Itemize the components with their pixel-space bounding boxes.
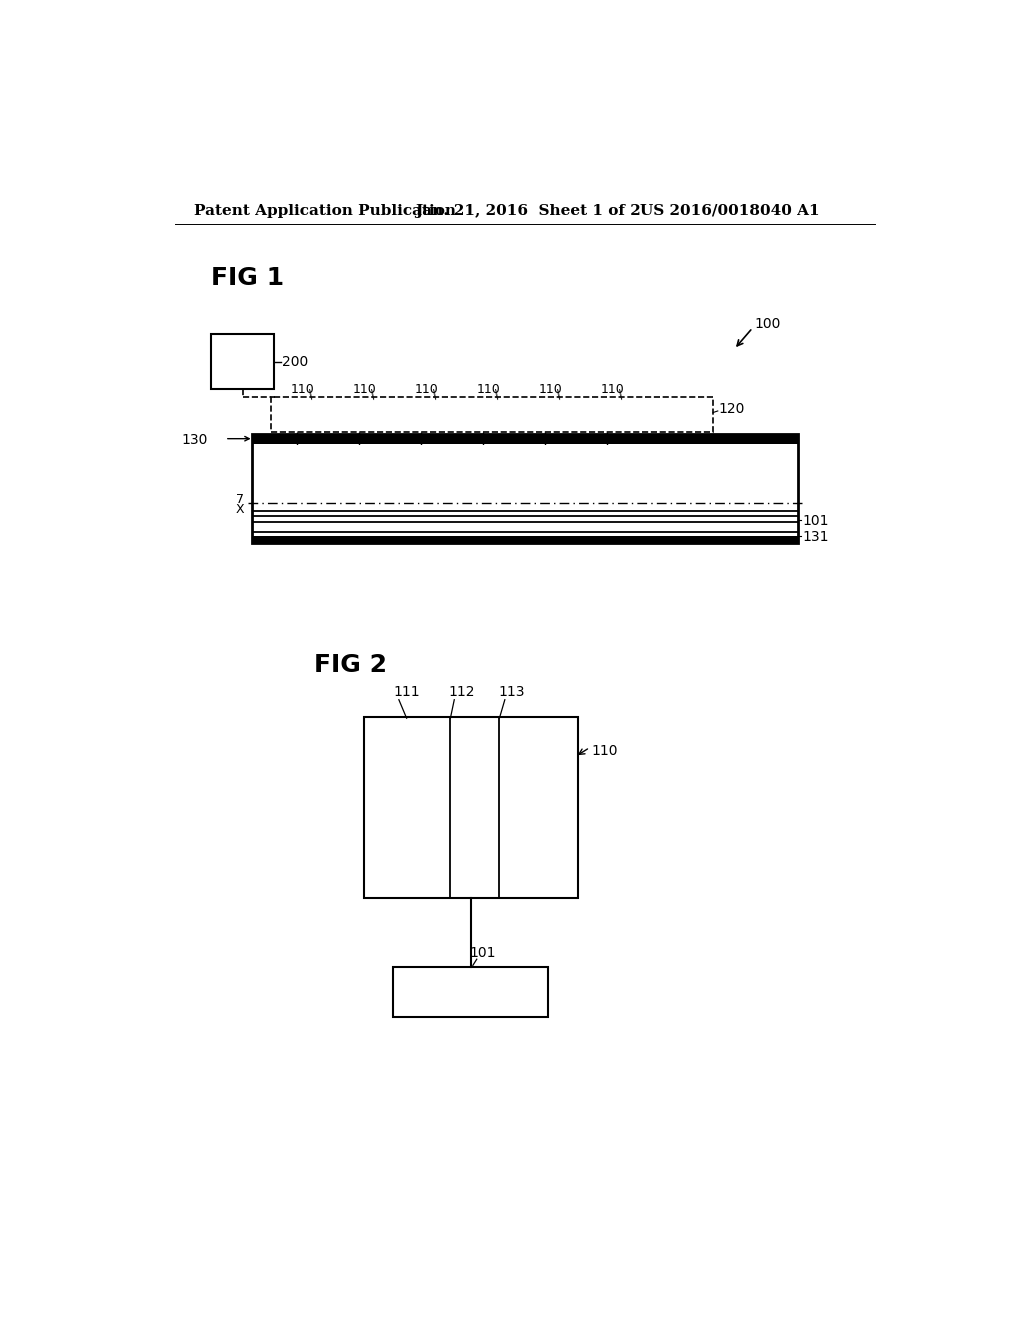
Text: \: \ bbox=[370, 387, 375, 401]
Bar bbox=[253, 536, 798, 543]
Text: 112: 112 bbox=[449, 685, 474, 700]
Bar bbox=[253, 434, 798, 444]
Text: 130: 130 bbox=[181, 433, 208, 447]
Text: 110: 110 bbox=[539, 383, 562, 396]
Bar bbox=[365, 717, 578, 898]
Text: \: \ bbox=[494, 387, 499, 401]
Text: 110: 110 bbox=[415, 383, 438, 396]
Text: 101: 101 bbox=[802, 513, 828, 528]
Text: 131: 131 bbox=[802, 531, 828, 544]
Text: 7: 7 bbox=[237, 492, 245, 506]
Text: \: \ bbox=[308, 387, 313, 401]
Text: US 2016/0018040 A1: US 2016/0018040 A1 bbox=[640, 203, 819, 218]
Text: Jan. 21, 2016  Sheet 1 of 2: Jan. 21, 2016 Sheet 1 of 2 bbox=[415, 203, 640, 218]
Text: 101: 101 bbox=[469, 946, 496, 960]
Text: \: \ bbox=[617, 387, 624, 401]
Text: X: X bbox=[236, 503, 245, 516]
Text: FIG 2: FIG 2 bbox=[314, 653, 387, 677]
Bar bbox=[252, 434, 799, 544]
Text: 110: 110 bbox=[601, 383, 625, 396]
Bar bbox=[211, 334, 274, 389]
Text: 110: 110 bbox=[352, 383, 377, 396]
Text: \: \ bbox=[556, 387, 561, 401]
Text: 110: 110 bbox=[477, 383, 501, 396]
Text: FIG 1: FIG 1 bbox=[211, 265, 284, 290]
Text: 200: 200 bbox=[283, 355, 308, 368]
Text: 110: 110 bbox=[592, 744, 617, 758]
Bar bbox=[271, 397, 713, 432]
Bar bbox=[393, 966, 548, 1016]
Text: 100: 100 bbox=[755, 317, 780, 331]
Text: Patent Application Publication: Patent Application Publication bbox=[194, 203, 456, 218]
Text: 111: 111 bbox=[393, 685, 420, 700]
Text: 113: 113 bbox=[499, 685, 525, 700]
Text: \: \ bbox=[432, 387, 437, 401]
Text: 110: 110 bbox=[291, 383, 314, 396]
Text: 120: 120 bbox=[719, 401, 744, 416]
